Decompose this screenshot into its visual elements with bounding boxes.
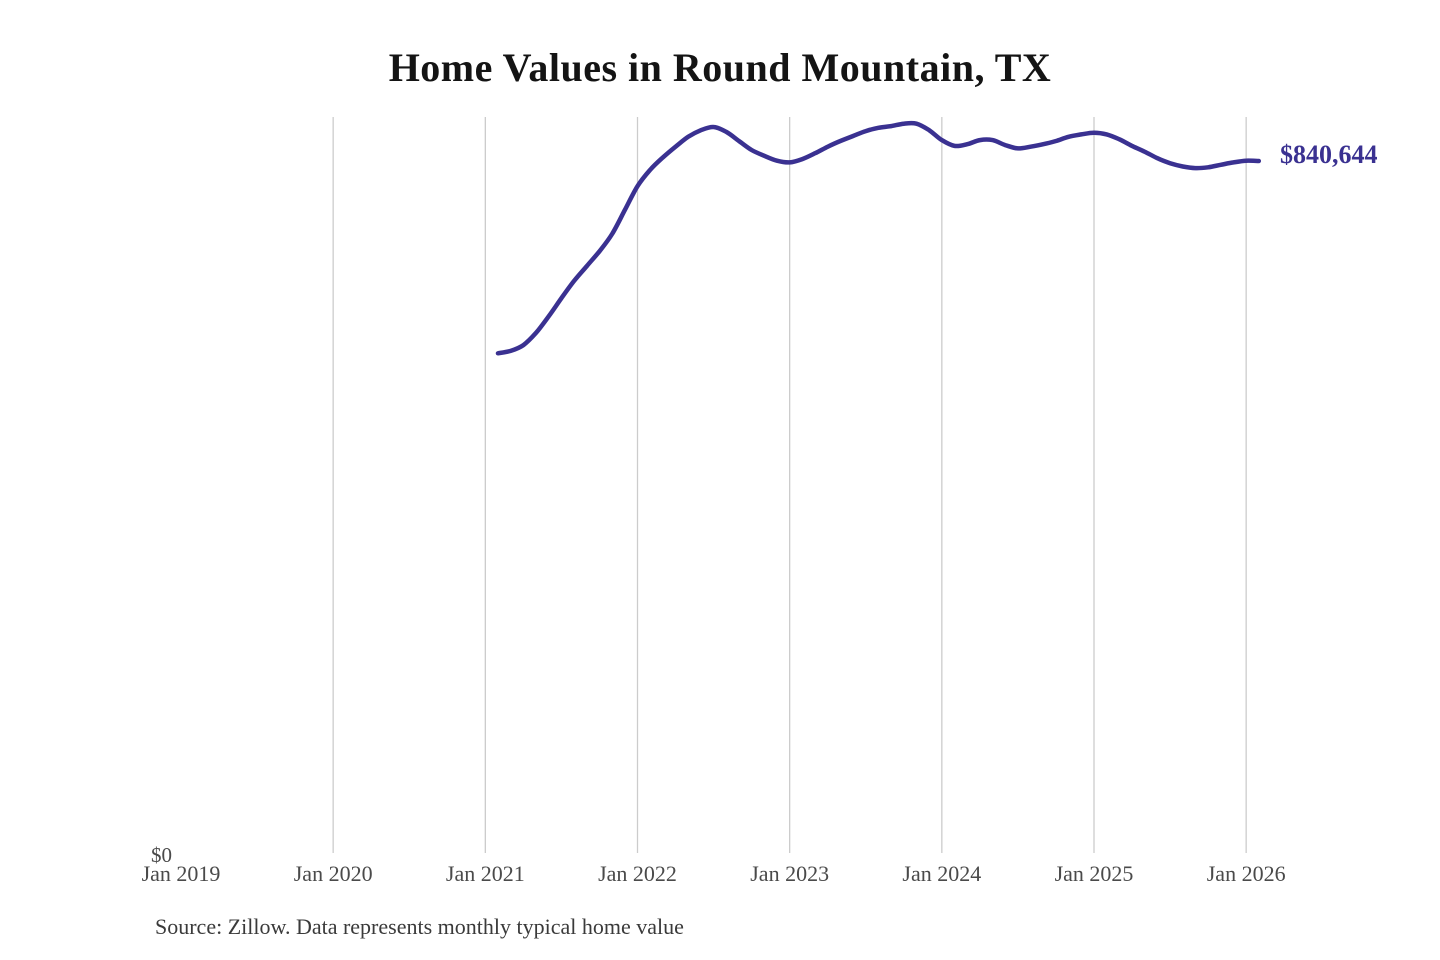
x-tick-label: Jan 2026 xyxy=(1207,861,1286,886)
source-note: Source: Zillow. Data represents monthly … xyxy=(155,914,684,939)
x-tick-label: Jan 2019 xyxy=(142,861,221,886)
value-line xyxy=(495,120,1262,356)
x-tick-label: Jan 2022 xyxy=(598,861,677,886)
y-tick-label-zero: $0 xyxy=(151,843,172,867)
end-value-label: $840,644 xyxy=(1280,140,1378,169)
x-tick-label: Jan 2021 xyxy=(446,861,525,886)
x-tick-label: Jan 2023 xyxy=(750,861,829,886)
chart-title: Home Values in Round Mountain, TX xyxy=(388,45,1052,90)
x-tick-label: Jan 2020 xyxy=(294,861,373,886)
x-tick-label: Jan 2024 xyxy=(902,861,981,886)
x-tick-label: Jan 2025 xyxy=(1055,861,1134,886)
